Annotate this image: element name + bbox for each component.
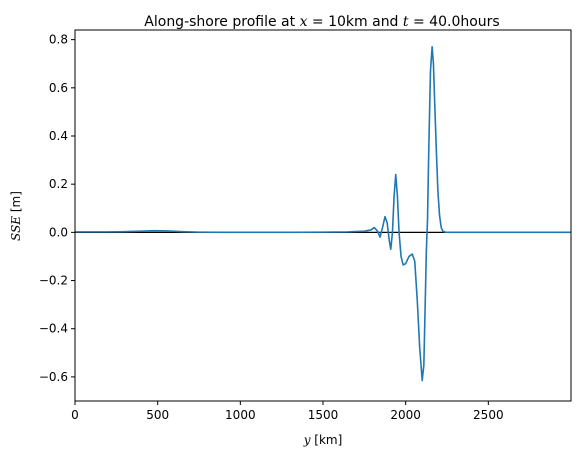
plot-area — [75, 30, 571, 401]
x-tick-label: 1000 — [225, 408, 256, 422]
series-layer — [75, 46, 571, 382]
y-tick-label: −0.6 — [39, 370, 68, 384]
y-tick-label: 0.6 — [49, 81, 68, 95]
x-axis-label: y [km] — [303, 433, 343, 447]
x-tick-label: 2500 — [473, 408, 504, 422]
y-tick-label: 0.4 — [49, 129, 68, 143]
y-tick-label: −0.4 — [39, 322, 68, 336]
y-axis-label: SSE [m] — [9, 191, 23, 241]
x-tick-label: 2000 — [390, 408, 421, 422]
y-tick-label: −0.2 — [39, 274, 68, 288]
chart-title: Along-shore profile at x = 10km and t = … — [144, 14, 499, 30]
series-line-0 — [75, 46, 571, 382]
x-tick-label: 500 — [146, 408, 169, 422]
x-tick-label: 0 — [71, 408, 79, 422]
y-axis-ticks: −0.6 −0.4 −0.2 0.0 0.2 0.4 0.6 0.8 — [39, 33, 75, 384]
x-tick-label: 1500 — [308, 408, 339, 422]
y-tick-label: 0.8 — [49, 33, 68, 47]
x-axis-ticks: 0 500 1000 1500 2000 2500 — [71, 401, 504, 422]
y-tick-label: 0.2 — [49, 177, 68, 191]
y-tick-label: 0.0 — [49, 225, 68, 239]
